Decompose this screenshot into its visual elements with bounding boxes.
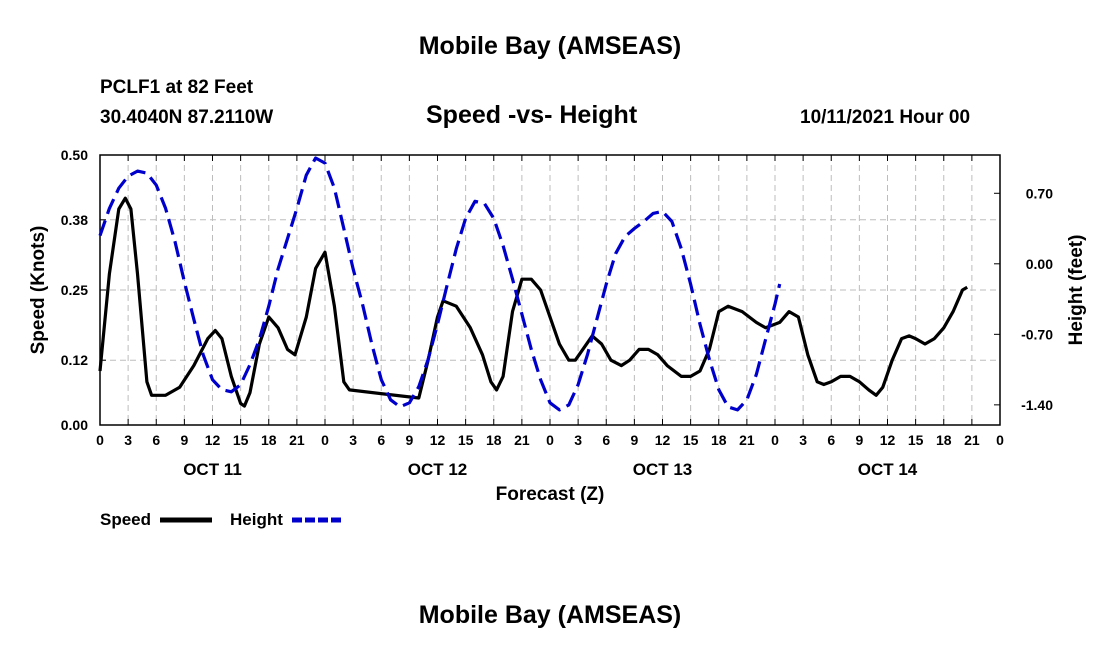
x-tick-label: 18 — [936, 432, 952, 448]
y-axis-title-left: Speed (Knots) — [28, 226, 49, 355]
x-tick-label: 21 — [739, 432, 755, 448]
x-tick-label: 18 — [261, 432, 277, 448]
legend-height-label: Height — [230, 510, 283, 529]
x-tick-label: 9 — [855, 432, 863, 448]
x-tick-label: 12 — [430, 432, 446, 448]
x-tick-label: 6 — [377, 432, 385, 448]
x-tick-label: 21 — [514, 432, 530, 448]
x-tick-label: 6 — [827, 432, 835, 448]
left-tick-label: 0.50 — [61, 147, 88, 163]
x-tick-label: 18 — [486, 432, 502, 448]
plot-frame — [99, 154, 1001, 426]
x-tick-label: 9 — [405, 432, 413, 448]
x-tick-label: 21 — [289, 432, 305, 448]
x-tick-label: 15 — [233, 432, 249, 448]
x-tick-label: 0 — [321, 432, 329, 448]
day-label: OCT 11 — [183, 460, 242, 479]
x-tick-label: 15 — [683, 432, 699, 448]
x-tick-label: 0 — [771, 432, 779, 448]
right-tick-label: 0.00 — [1026, 256, 1053, 272]
x-tick-label: 0 — [546, 432, 554, 448]
chart-title-bottom: Mobile Bay (AMSEAS) — [418, 601, 682, 629]
right-tick-label: 0.70 — [1026, 185, 1053, 201]
right-tick-label: -0.70 — [1021, 326, 1053, 342]
x-tick-label: 3 — [574, 432, 582, 448]
x-tick-label: 0 — [996, 432, 1004, 448]
series-line-height — [98, 156, 782, 412]
coordinates-label: 30.4040N 87.2110W — [100, 107, 274, 128]
x-tick-label: 0 — [96, 432, 104, 448]
x-tick-label: 6 — [152, 432, 160, 448]
left-tick-label: 0.38 — [61, 212, 88, 228]
x-tick-label: 6 — [602, 432, 610, 448]
chart-subtitle: Speed -vs- Height — [426, 101, 638, 129]
left-tick-label: 0.12 — [61, 352, 88, 368]
series-line-speed — [98, 196, 968, 408]
legend-speed-label: Speed — [100, 510, 152, 529]
left-tick-label: 0.00 — [61, 417, 88, 433]
x-tick-label: 12 — [880, 432, 896, 448]
day-label: OCT 12 — [408, 460, 468, 479]
x-tick-label: 21 — [964, 432, 980, 448]
x-tick-label: 9 — [180, 432, 188, 448]
y-axis-title-right: Height (feet) — [1066, 235, 1087, 346]
x-tick-label: 15 — [458, 432, 474, 448]
x-tick-label: 12 — [655, 432, 671, 448]
left-tick-label: 0.25 — [61, 282, 88, 298]
x-tick-label: 3 — [799, 432, 807, 448]
x-tick-label: 3 — [349, 432, 357, 448]
x-tick-label: 18 — [711, 432, 727, 448]
day-label: OCT 14 — [858, 460, 918, 479]
x-tick-label: 3 — [124, 432, 132, 448]
x-tick-label: 9 — [630, 432, 638, 448]
x-tick-label: 15 — [908, 432, 924, 448]
right-tick-label: -1.40 — [1021, 397, 1053, 413]
chart-title-top: Mobile Bay (AMSEAS) — [418, 32, 682, 60]
station-label: PCLF1 at 82 Feet — [100, 77, 254, 98]
x-axis-title: Forecast (Z) — [496, 484, 605, 505]
day-label: OCT 13 — [633, 460, 693, 479]
x-tick-label: 12 — [205, 432, 221, 448]
forecast-date-label: 10/11/2021 Hour 00 — [800, 107, 971, 128]
